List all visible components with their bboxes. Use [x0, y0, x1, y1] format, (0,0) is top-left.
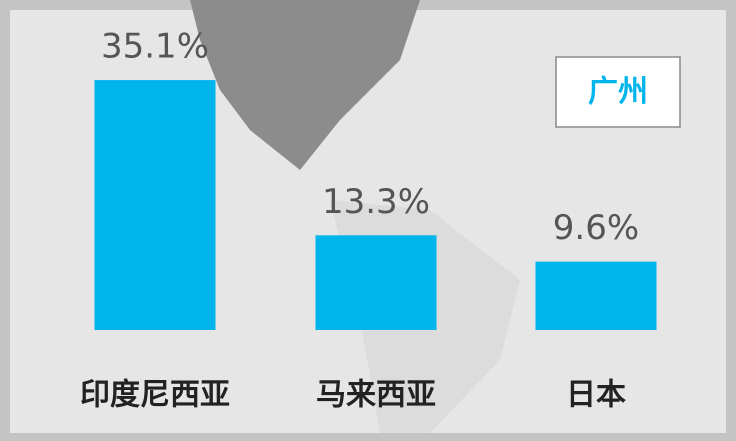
category-label: 印度尼西亚 [80, 378, 230, 413]
value-label: 35.1% [101, 27, 209, 67]
category-label: 日本 [566, 378, 626, 413]
value-label: 13.3% [322, 182, 430, 222]
bar [315, 235, 437, 330]
bar [535, 261, 657, 330]
value-label: 9.6% [553, 208, 639, 248]
annotation-box [555, 56, 681, 128]
annotation: 广州 [588, 75, 648, 110]
map-land-dark [190, 0, 420, 170]
bar [94, 80, 216, 330]
category-label: 马来西亚 [316, 378, 436, 413]
